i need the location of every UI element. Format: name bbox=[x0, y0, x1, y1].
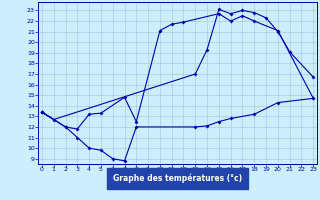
X-axis label: Graphe des températures (°c): Graphe des températures (°c) bbox=[113, 174, 242, 183]
